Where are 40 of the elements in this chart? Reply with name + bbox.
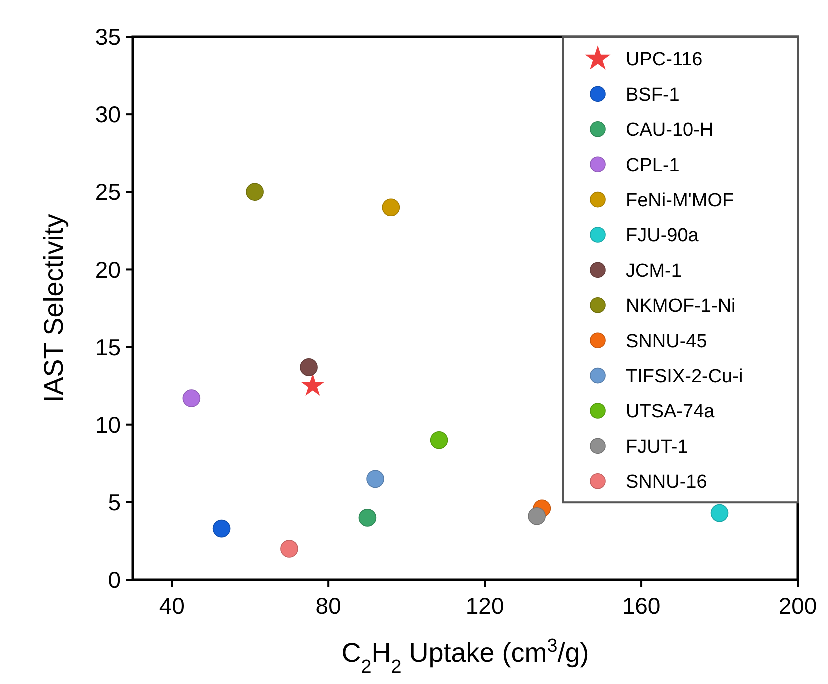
legend-label: FeNi-M'MOF	[626, 190, 734, 212]
x-axis-title: C$_{2}$H$_{2}$ Uptake (cm$^{3}$/g)	[342, 636, 590, 678]
point	[280, 540, 298, 558]
y-tick-label: 35	[95, 24, 121, 50]
legend-label: CAU-10-H	[626, 120, 714, 142]
point	[710, 504, 729, 522]
point	[382, 198, 400, 217]
legend-label: UTSA-74a	[626, 402, 716, 423]
y-tick-label: 30	[95, 102, 121, 128]
legend-label: FJU-90a	[626, 226, 700, 247]
y-tick-label: 10	[95, 412, 121, 438]
y-tick-label: 0	[108, 567, 121, 594]
point	[430, 431, 448, 450]
legend-label: UPC-116	[626, 50, 703, 71]
x-tick-label: 120	[466, 593, 504, 619]
point	[182, 390, 201, 408]
y-tick-label: 5	[108, 489, 121, 516]
legend-label: NKMOF-1-Ni	[626, 296, 736, 318]
point	[366, 470, 384, 488]
y-tick-label: 25	[95, 179, 121, 206]
y-tick-label: 15	[95, 334, 121, 360]
legend-label: CPL-1	[626, 155, 680, 176]
legend-label: JCM-1	[626, 260, 682, 282]
legend-label: SNNU-45	[626, 331, 708, 352]
x-tick-label: 40	[159, 593, 185, 619]
legend-label: FJUT-1	[626, 436, 688, 458]
point	[246, 183, 264, 202]
point	[212, 520, 231, 538]
x-tick-label: 80	[316, 593, 342, 619]
point	[528, 507, 546, 526]
y-tick-label: 20	[95, 256, 121, 283]
legend-label: BSF-1	[626, 84, 680, 106]
legend-label: SNNU-16	[626, 472, 708, 494]
y-axis-title: IAST Selectivity	[39, 214, 69, 403]
point	[358, 509, 377, 527]
legend-label: TIFSIX-2-Cu-i	[626, 366, 744, 388]
x-tick-label: 200	[778, 593, 818, 619]
point	[300, 358, 318, 376]
x-tick-label: 160	[622, 593, 661, 619]
point	[301, 374, 325, 396]
